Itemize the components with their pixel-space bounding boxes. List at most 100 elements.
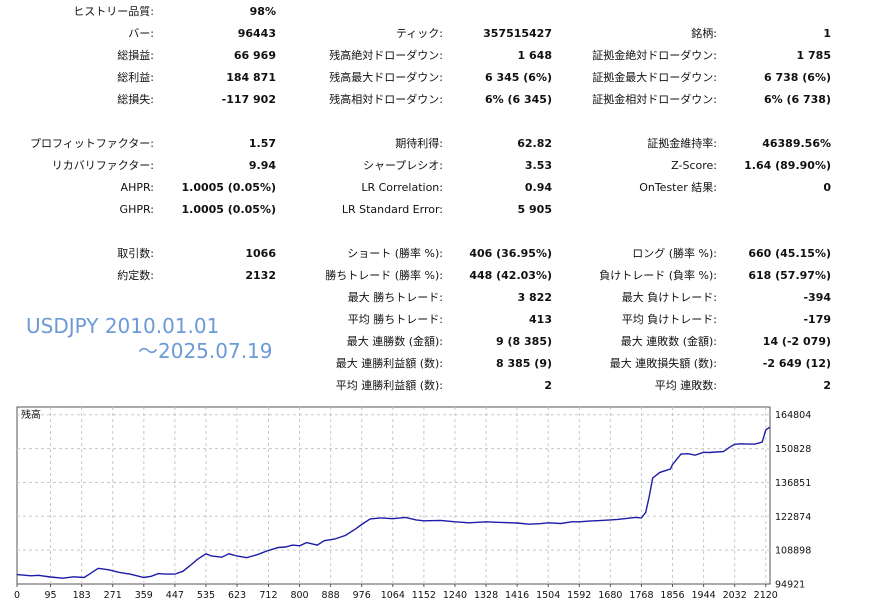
- x-tick-label: 888: [322, 590, 340, 600]
- col3-label: 最大 連敗数 (金額):: [620, 335, 717, 348]
- chart-frame: [16, 406, 771, 585]
- col3-value: 1: [823, 27, 831, 40]
- col3-label: 最大 負けトレード:: [621, 291, 717, 304]
- col2-label: 平均 連勝利益額 (数):: [335, 379, 443, 392]
- col3-label: 銘柄:: [691, 27, 717, 40]
- y-tick-label: 150828: [775, 444, 811, 455]
- x-tick-label: 1064: [381, 590, 405, 600]
- col3-label: 平均 連敗数:: [654, 379, 717, 392]
- col1-label: 総損益:: [117, 49, 154, 62]
- col1-value: 2132: [245, 269, 276, 282]
- x-axis-ticks: 0 95 183 271 359 447 535 623 712 800 888 976 1064 115…: [14, 584, 778, 600]
- x-tick-label: 447: [166, 590, 184, 600]
- col1-label: 総損失:: [117, 93, 154, 106]
- col1-label: バー:: [128, 27, 154, 40]
- y-tick-label: 122874: [775, 512, 811, 523]
- col3-label: 平均 負けトレード:: [621, 313, 717, 326]
- col1-label: 総利益:: [117, 71, 154, 84]
- col3-label: 証拠金相対ドローダウン:: [592, 93, 717, 106]
- y-tick-label: 108898: [775, 546, 811, 557]
- x-tick-label: 359: [135, 590, 153, 600]
- x-tick-label: 2120: [754, 590, 778, 600]
- col1-label: リカバリファクター:: [51, 159, 154, 172]
- col1-label: 取引数:: [117, 247, 154, 260]
- col1-label: GHPR:: [119, 203, 154, 216]
- col3-value: -179: [803, 313, 831, 326]
- col2-value: 1 648: [517, 49, 552, 62]
- x-tick-label: 800: [290, 590, 308, 600]
- y-axis-ticks: 94921 108898 122874 136851 150828 164804: [775, 410, 811, 590]
- x-tick-label: 1856: [660, 590, 684, 600]
- col3-value: 618 (57.97%): [748, 269, 831, 282]
- col2-value: 406 (36.95%): [469, 247, 552, 260]
- col2-value: 6% (6 345): [484, 93, 552, 106]
- y-tick-label: 136851: [775, 478, 811, 489]
- col2-value: 6 345 (6%): [484, 71, 552, 84]
- col3-value: 1 785: [796, 49, 831, 62]
- col3-value: -394: [803, 291, 831, 304]
- x-tick-label: 1152: [412, 590, 436, 600]
- col3-label: OnTester 結果:: [639, 181, 717, 194]
- y-tick-label: 94921: [775, 580, 805, 591]
- col1-label: 約定数:: [117, 269, 154, 282]
- col2-label: 最大 連勝数 (金額):: [346, 335, 443, 348]
- col3-value: 660 (45.15%): [748, 247, 831, 260]
- x-tick-label: 1592: [567, 590, 591, 600]
- col2-label: 最大 連勝利益額 (数):: [335, 357, 443, 370]
- col1-value: 1.57: [248, 137, 276, 150]
- x-tick-label: 271: [104, 590, 122, 600]
- col2-label: 平均 勝ちトレード:: [347, 313, 443, 326]
- col2-value: 448 (42.03%): [469, 269, 552, 282]
- chart-title: 残高: [21, 408, 41, 421]
- col3-value: 2: [823, 379, 831, 392]
- x-tick-label: 712: [259, 590, 277, 600]
- x-tick-label: 183: [73, 590, 91, 600]
- col2-value: 413: [529, 313, 552, 326]
- x-tick-label: 976: [353, 590, 371, 600]
- col2-value: 8 385 (9): [496, 357, 552, 370]
- col1-label: プロフィットファクター:: [29, 137, 154, 150]
- x-tick-label: 1328: [474, 590, 498, 600]
- x-tick-label: 1944: [692, 590, 716, 600]
- watermark-text: USDJPY 2010.01.01 ～2025.07.19: [26, 314, 273, 364]
- col2-label: ティック:: [395, 27, 443, 40]
- x-tick-label: 1240: [443, 590, 467, 600]
- col2-label: 最大 勝ちトレード:: [347, 291, 443, 304]
- x-tick-label: 0: [14, 590, 20, 600]
- col3-value: 14 (-2 079): [762, 335, 831, 348]
- col2-value: 5 905: [517, 203, 552, 216]
- col3-label: 最大 連敗損失額 (数):: [609, 357, 717, 370]
- col1-value: 66 969: [233, 49, 276, 62]
- col2-label: 残高絶対ドローダウン:: [329, 49, 443, 62]
- col2-value: 2: [544, 379, 552, 392]
- watermark-line-2: ～2025.07.19: [138, 339, 273, 363]
- col3-value: 46389.56%: [762, 137, 831, 150]
- x-tick-label: 2032: [723, 590, 747, 600]
- col3-value: 1.64 (89.90%): [744, 159, 831, 172]
- x-tick-label: 1768: [629, 590, 653, 600]
- col3-label: 証拠金維持率:: [647, 137, 717, 150]
- col2-label: 残高最大ドローダウン:: [329, 71, 443, 84]
- y-tick-label: 164804: [775, 410, 811, 421]
- x-tick-label: 1416: [505, 590, 529, 600]
- col1-label: AHPR:: [120, 181, 154, 194]
- col3-label: 証拠金最大ドローダウン:: [592, 71, 717, 84]
- balance-series-line: [16, 426, 771, 579]
- x-tick-label: 535: [197, 590, 215, 600]
- col2-label: LR Standard Error:: [341, 203, 443, 216]
- col3-value: -2 649 (12): [762, 357, 831, 370]
- col1-value: 1.0005 (0.05%): [181, 181, 277, 194]
- col2-value: 0.94: [524, 181, 552, 194]
- col1-value: 184 871: [226, 71, 276, 84]
- col2-label: 残高相対ドローダウン:: [329, 93, 443, 106]
- watermark-line-1: USDJPY 2010.01.01: [26, 314, 220, 338]
- col2-value: 3 822: [517, 291, 552, 304]
- col2-label: ショート (勝率 %):: [347, 247, 443, 260]
- x-tick-label: 623: [228, 590, 246, 600]
- col3-value: 0: [823, 181, 831, 194]
- col1-value: 1.0005 (0.05%): [181, 203, 277, 216]
- col3-label: 証拠金絶対ドローダウン:: [592, 49, 717, 62]
- x-tick-label: 1504: [536, 590, 560, 600]
- col2-label: 勝ちトレード (勝率 %):: [325, 269, 443, 282]
- col2-value: 357515427: [483, 27, 552, 40]
